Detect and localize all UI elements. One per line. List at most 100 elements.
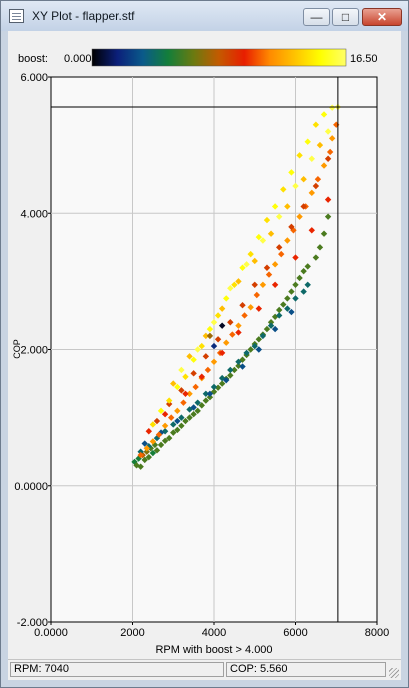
resize-grip-icon[interactable]	[389, 668, 399, 678]
scatter-point	[170, 380, 177, 387]
scatter-point	[300, 175, 307, 183]
scatter-point	[259, 237, 267, 244]
title-bar[interactable]: XY Plot - flapper.stf — □ ✕	[1, 1, 408, 31]
scatter-point	[227, 319, 234, 326]
scatter-point	[312, 254, 320, 261]
scatter-point	[235, 362, 242, 370]
window-title: XY Plot - flapper.stf	[32, 9, 135, 23]
scatter-point	[255, 346, 263, 353]
scatter-point	[296, 274, 303, 282]
color-scale-label: boost:	[18, 53, 48, 65]
scatter-point	[271, 203, 279, 210]
scatter-point	[288, 169, 295, 176]
scatter-point	[198, 342, 205, 350]
scatter-point	[145, 453, 152, 461]
rpm-readout: RPM: 7040	[10, 662, 224, 677]
scatter-point	[284, 237, 291, 244]
scatter-point	[223, 295, 230, 302]
scatter-point	[308, 189, 315, 197]
scatter-point	[190, 404, 197, 411]
scatter-point	[227, 284, 234, 292]
scatter-point	[324, 196, 332, 203]
scatter-point	[143, 445, 150, 452]
scatter-point	[271, 281, 279, 288]
maximize-button[interactable]: □	[332, 8, 359, 26]
scatter-point	[296, 213, 303, 220]
scatter-point	[165, 434, 173, 442]
minimize-button[interactable]: —	[303, 8, 330, 26]
scatter-point	[190, 370, 197, 377]
scatter-point	[192, 383, 199, 391]
scatter-point	[320, 111, 328, 118]
scatter-point	[214, 312, 222, 319]
scatter-point	[255, 305, 263, 312]
scatter-point	[218, 380, 226, 387]
scatter-point	[210, 319, 218, 326]
scatter-point	[218, 349, 226, 357]
scatter-point	[210, 383, 218, 391]
scatter-point	[143, 448, 150, 455]
y-axis-ticks: -2.000 0.0000 2.000 4.000 6.000	[14, 72, 51, 629]
y-tick-label: 6.000	[20, 72, 48, 84]
scatter-point	[271, 325, 279, 333]
scatter-point	[141, 456, 148, 464]
scatter-point	[276, 244, 283, 251]
scatter-point	[263, 264, 271, 271]
scatter-point	[288, 308, 295, 316]
scatter-point	[259, 332, 267, 340]
scatter-point	[168, 414, 175, 421]
x-axis-label: RPM with boost > 4.000	[155, 644, 272, 656]
scatter-point	[276, 312, 283, 319]
close-icon: ✕	[376, 10, 388, 24]
scatter-point	[194, 346, 201, 353]
scatter-point	[210, 342, 218, 350]
scatter-point	[218, 322, 226, 329]
scatter-point	[206, 332, 214, 340]
minimize-icon: —	[310, 10, 323, 24]
scatter-point	[292, 281, 299, 288]
close-button[interactable]: ✕	[362, 8, 402, 26]
scatter-point	[267, 322, 275, 329]
scatter-point	[194, 399, 201, 406]
scatter-point	[178, 414, 185, 421]
scatter-point	[316, 244, 324, 251]
scatter-point	[265, 271, 273, 278]
x-tick-label: 4000	[202, 627, 226, 639]
cop-readout: COP: 5.560	[226, 662, 386, 677]
scatter-point	[182, 390, 189, 397]
scatter-point	[153, 447, 161, 454]
x-tick-label: 0.0000	[34, 627, 68, 639]
y-tick-label: -2.000	[17, 617, 48, 629]
scatter-point	[180, 399, 187, 406]
scatter-point	[314, 175, 322, 183]
crosshair-cursor	[51, 77, 377, 622]
color-scale-max-label: 16.50	[350, 53, 378, 65]
scatter-point	[137, 463, 144, 470]
scatter-point	[149, 421, 157, 428]
scatter-point	[174, 383, 181, 391]
scatter-point	[174, 417, 181, 425]
scatter-point	[227, 366, 234, 374]
scatter-point	[235, 278, 242, 285]
scatter-point	[153, 417, 161, 425]
scatter-point	[186, 390, 193, 397]
scatter-point	[239, 264, 246, 271]
scatter-point	[206, 393, 214, 401]
scatter-point	[210, 358, 218, 365]
scatter-point	[304, 281, 311, 288]
scatter-point	[186, 414, 193, 421]
scatter-point	[235, 329, 242, 336]
scatter-point	[247, 304, 254, 311]
status-bar: RPM: 7040 COP: 5.560	[8, 659, 401, 680]
scatter-point	[198, 402, 205, 409]
scatter-point	[155, 431, 163, 438]
scatter-point	[231, 281, 238, 288]
scatter-point	[292, 295, 299, 302]
scatter-point	[157, 407, 165, 415]
scatter-point	[182, 417, 189, 425]
scatter-point	[235, 358, 242, 365]
xy-plot-chart[interactable]: boost: 0.000 16.50 0.0000 2000 4000 6000 800…	[8, 31, 401, 659]
scatter-point	[190, 411, 197, 418]
scatter-point	[320, 230, 328, 237]
